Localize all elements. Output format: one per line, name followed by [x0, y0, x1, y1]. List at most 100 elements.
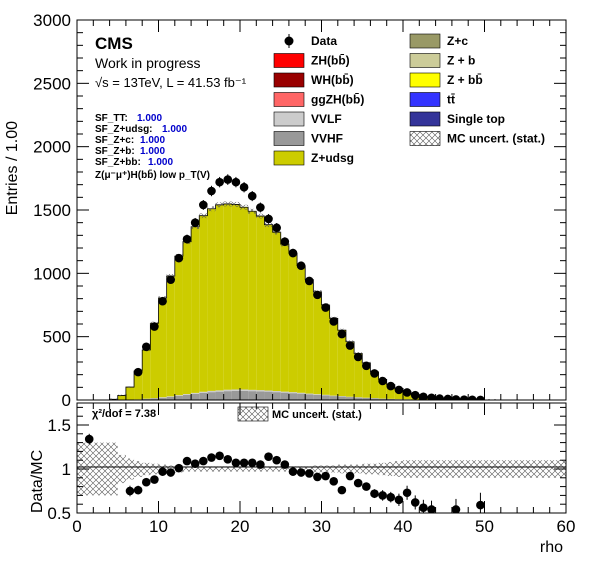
y-tick-label: 2000 — [33, 138, 71, 157]
status-label: Work in progress — [95, 55, 201, 71]
bar-vvhf — [166, 396, 175, 400]
sf-zudsg-label: SF_Z+udsg: — [95, 124, 153, 135]
data-point — [150, 322, 159, 331]
ratio-unc-bin — [394, 461, 403, 477]
legend-label: Z+c — [447, 34, 468, 48]
chi2-label: χ²/dof = 7.38 — [92, 408, 156, 420]
ratio-unc-bin — [305, 466, 314, 472]
main-y-axis: 0 500 1000 1500 2000 2500 3000 — [33, 11, 566, 410]
bar-z-udsg — [215, 204, 224, 391]
ratio-point — [288, 467, 298, 476]
data-point — [467, 395, 477, 400]
bar-vvlf — [199, 391, 208, 393]
scale-factors: SF_TT: 1.000 SF_Z+udsg: 1.000 SF_Z+c: 1.… — [95, 113, 210, 181]
bar-z-udsg — [378, 379, 387, 399]
bar-vvhf — [191, 393, 200, 400]
bar-z-udsg — [158, 298, 167, 398]
ratio-unc-bin — [85, 442, 94, 496]
ratio-point — [419, 503, 428, 513]
data-point — [427, 393, 436, 400]
data-point — [272, 223, 281, 233]
ratio-points — [84, 433, 485, 513]
ratio-unc-bin — [101, 442, 110, 496]
data-point — [239, 182, 249, 192]
mc-uncert-hatch — [125, 386, 135, 388]
mc-uncert-hatch — [199, 213, 208, 219]
bar-vvhf — [264, 391, 273, 400]
mc-uncert-hatch — [231, 201, 240, 207]
mc-uncert-hatch — [215, 202, 224, 208]
data-point — [247, 191, 257, 201]
ratio-unc-legend-swatch — [237, 406, 269, 422]
ratio-point — [402, 488, 412, 498]
bar-vvlf — [272, 391, 281, 393]
sf-zudsg-value: 1.000 — [162, 124, 187, 135]
bar-vvhf — [199, 392, 208, 400]
ratio-point — [362, 482, 371, 491]
sf-zbb-label: SF_Z+bb: — [95, 157, 141, 168]
ratio-unc-bin — [329, 465, 338, 473]
bar-z-udsg — [264, 224, 273, 391]
ratio-point — [378, 491, 387, 500]
legend-swatch — [273, 72, 305, 88]
ratio-point — [337, 485, 347, 495]
ratio-unc-bin — [476, 460, 485, 478]
x-tick-label: 20 — [231, 517, 250, 536]
ratio-point — [215, 451, 224, 461]
data-point — [141, 342, 151, 352]
legend-label: ggZH(bb̄) — [311, 93, 364, 107]
bar-vvlf — [288, 392, 298, 394]
bar-vvlf — [264, 390, 273, 392]
bar-vvlf — [231, 389, 240, 391]
ratio-unc-bin — [345, 464, 355, 474]
ratio-unc-bin — [280, 466, 289, 472]
bar-z-udsg — [125, 387, 135, 400]
ratio-unc-bin — [411, 460, 420, 478]
legend-swatch — [409, 92, 441, 107]
ratio-unc-bin — [468, 460, 477, 478]
legend-label: Z + bb̄ — [447, 73, 483, 87]
bar-vvlf — [305, 393, 314, 395]
legend-label: Z + b — [447, 54, 475, 68]
data-point — [402, 388, 412, 397]
ratio-point — [345, 471, 355, 481]
ratio-unc-bin — [125, 458, 135, 480]
ratio-point — [370, 489, 379, 498]
bar-vvlf — [256, 390, 265, 392]
ratio-unc-bin — [525, 460, 534, 478]
legend-swatch — [409, 53, 441, 68]
ratio-point — [223, 455, 233, 464]
ratio-unc-bin — [419, 460, 428, 478]
ratio-point — [386, 492, 396, 502]
data-point — [174, 253, 184, 263]
ratio-unc-bin — [541, 460, 550, 478]
sf-zb-value: 1.000 — [140, 146, 165, 157]
bar-vvhf — [280, 392, 289, 400]
ratio-unc-bin — [500, 460, 509, 478]
legend-swatch — [273, 111, 305, 127]
x-tick-label: 10 — [149, 517, 168, 536]
ratio-point — [410, 498, 420, 507]
legend-label: WH(bb̄) — [311, 73, 354, 87]
legend-swatch — [273, 150, 305, 166]
data-point — [215, 177, 224, 187]
bar-vvlf — [174, 395, 183, 396]
bar-vvlf — [166, 396, 175, 397]
data-point — [329, 317, 339, 326]
bar-vvhf — [182, 394, 192, 400]
ratio-unc-bin — [386, 461, 395, 477]
ratio-unc-bin — [215, 466, 224, 472]
experiment-label: CMS — [95, 34, 133, 53]
data-point — [435, 394, 444, 400]
ratio-unc-bin — [142, 462, 151, 476]
ratio-point — [353, 478, 363, 488]
data-point — [394, 385, 404, 395]
bar-z-udsg — [134, 370, 143, 400]
x-tick-label: 30 — [312, 517, 331, 536]
data-point — [288, 248, 298, 258]
bar-vvhf — [321, 395, 330, 400]
bar-z-udsg — [305, 279, 314, 394]
bar-vvlf — [337, 396, 346, 397]
legend-label: Z+udsg — [311, 151, 354, 165]
data-point — [410, 390, 420, 400]
